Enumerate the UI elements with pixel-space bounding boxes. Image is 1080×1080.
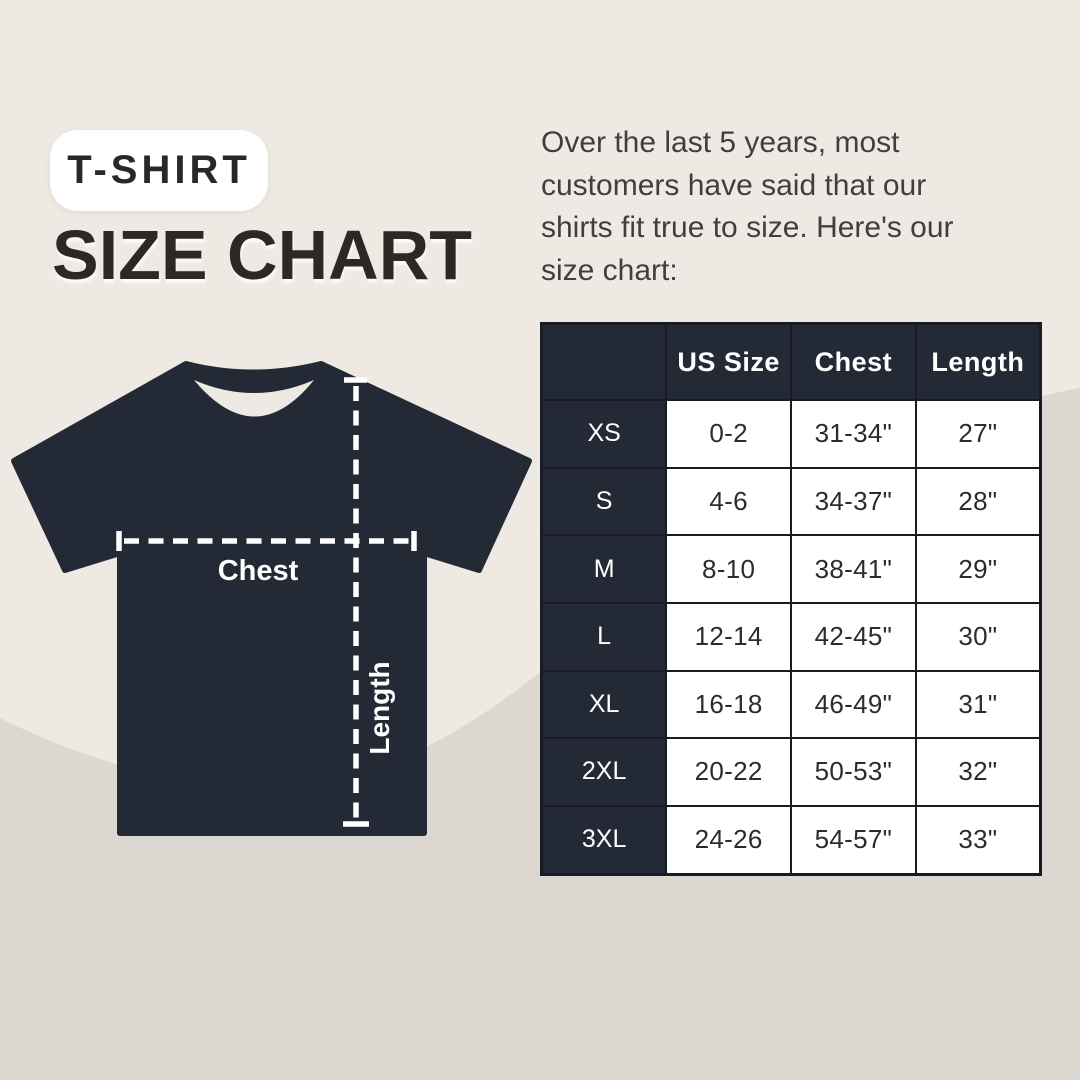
table-row: S 4-6 34-37" 28" [540, 466, 1042, 537]
us-size-cell: 0-2 [665, 399, 792, 469]
chest-cell: 34-37" [790, 466, 917, 537]
chest-label: Chest [218, 555, 299, 587]
length-cell: 30" [914, 601, 1042, 672]
length-cell: 27" [914, 399, 1042, 469]
chest-cell: 42-45" [790, 601, 917, 672]
table-row: 2XL 20-22 50-53" 32" [540, 737, 1042, 807]
us-size-cell: 8-10 [665, 534, 792, 604]
table-row: L 12-14 42-45" 30" [540, 601, 1042, 672]
header-length: Length [914, 322, 1042, 401]
collar-cutout-icon [194, 380, 314, 417]
size-table: US Size Chest Length XS 0-2 31-34" 27" S… [540, 322, 1042, 876]
header-us-size: US Size [665, 322, 792, 401]
length-cell: 31" [914, 669, 1042, 740]
size-cell: M [540, 534, 668, 604]
chest-dimension-line [116, 531, 417, 551]
chest-cell: 50-53" [790, 737, 917, 807]
size-cell: 2XL [540, 737, 668, 807]
intro-line: size chart: [541, 253, 678, 287]
intro-line: Over the last 5 years, most [541, 126, 900, 159]
size-cell: S [540, 466, 668, 537]
length-cell: 32" [914, 737, 1042, 807]
size-table-header: US Size Chest Length [540, 322, 1042, 401]
table-row: M 8-10 38-41" 29" [540, 534, 1042, 604]
tshirt-silhouette [11, 361, 532, 836]
us-size-cell: 4-6 [665, 466, 792, 537]
table-row: XL 16-18 46-49" 31" [540, 669, 1042, 740]
us-size-cell: 12-14 [665, 601, 792, 672]
us-size-cell: 24-26 [665, 804, 792, 876]
length-cell: 28" [914, 466, 1042, 537]
size-cell: XL [540, 669, 668, 740]
chest-cell: 31-34" [790, 399, 917, 469]
length-cell: 29" [914, 534, 1042, 604]
length-label: Length [364, 661, 395, 754]
size-cell: L [540, 601, 668, 672]
tshirt-badge-label: T-SHIRT [67, 148, 251, 192]
us-size-cell: 20-22 [665, 737, 792, 807]
chest-cell: 54-57" [790, 804, 917, 876]
size-cell: XS [540, 399, 668, 469]
table-row: 3XL 24-26 54-57" 33" [540, 804, 1042, 876]
tshirt-badge: T-SHIRT [50, 130, 268, 211]
length-dimension-line [343, 377, 369, 827]
length-cell: 33" [914, 804, 1042, 876]
intro-line: customers have said that our [541, 168, 927, 202]
header-chest: Chest [790, 322, 917, 401]
intro-line: shirts fit true to size. Here's our [541, 211, 954, 244]
size-cell: 3XL [540, 804, 668, 876]
corner-cell [540, 322, 668, 401]
table-row: XS 0-2 31-34" 27" [540, 399, 1042, 469]
us-size-cell: 16-18 [665, 669, 792, 740]
intro-paragraph: Over the last 5 years, most customers ha… [541, 122, 1051, 292]
chest-cell: 46-49" [790, 669, 917, 740]
chest-cell: 38-41" [790, 534, 917, 604]
page-title: SIZE CHART [52, 216, 472, 294]
header-row: US Size Chest Length [540, 322, 1042, 401]
